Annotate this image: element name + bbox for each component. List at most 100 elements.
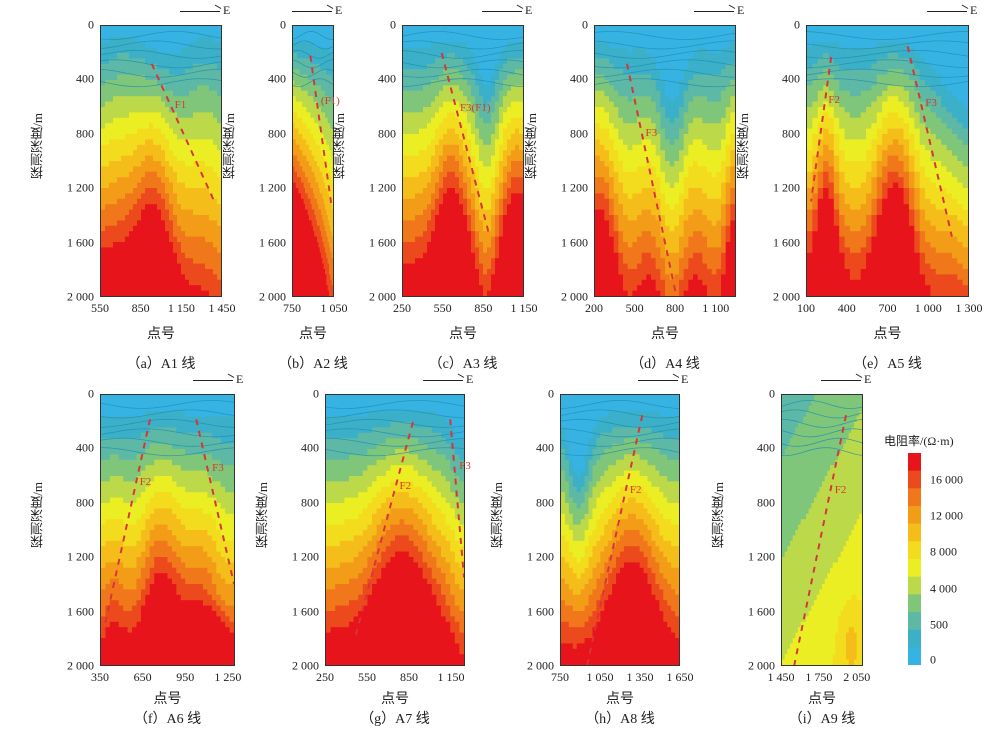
resistivity-cell: [204, 101, 210, 108]
resistivity-cell: [482, 74, 488, 81]
resistivity-cell: [604, 58, 610, 65]
resistivity-cell: [515, 209, 520, 216]
resistivity-cell: [431, 85, 436, 92]
resistivity-cell: [201, 128, 206, 135]
resistivity-cell: [209, 47, 214, 54]
resistivity-cell: [177, 47, 182, 54]
resistivity-cell: [315, 220, 318, 227]
resistivity-cell: [204, 231, 210, 238]
resistivity-cell: [180, 134, 186, 140]
resistivity-cell: [660, 74, 666, 81]
resistivity-cell: [319, 225, 322, 232]
resistivity-cell: [318, 193, 321, 200]
resistivity-cell: [475, 69, 480, 76]
resistivity-cell: [325, 236, 327, 243]
resistivity-cell: [120, 269, 126, 275]
resistivity-cell: [330, 117, 333, 124]
resistivity-cell: [204, 193, 210, 200]
resistivity-cell: [331, 155, 333, 162]
resistivity-cell: [427, 193, 432, 200]
resistivity-cell: [108, 53, 114, 59]
resistivity-cell: [173, 96, 178, 103]
resistivity-cell: [168, 63, 174, 70]
resistivity-cell: [177, 290, 182, 296]
resistivity-cell: [455, 144, 460, 151]
resistivity-cell: [117, 279, 122, 286]
resistivity-cell: [323, 171, 326, 178]
resistivity-cell: [299, 53, 302, 59]
resistivity-cell: [646, 69, 652, 76]
resistivity-cell: [173, 47, 178, 54]
resistivity-cell: [458, 274, 464, 281]
resistivity-cell: [311, 263, 314, 270]
resistivity-cell: [216, 193, 221, 200]
resistivity-cell: [446, 63, 452, 70]
resistivity-cell: [216, 42, 221, 49]
resistivity-cell: [161, 80, 166, 86]
resistivity-cell: [427, 209, 432, 216]
resistivity-cell: [331, 150, 333, 157]
resistivity-cell: [419, 58, 424, 65]
resistivity-cell: [141, 90, 146, 97]
resistivity-cell: [305, 274, 307, 281]
resistivity-cell: [149, 285, 154, 292]
resistivity-cell: [101, 220, 106, 227]
resistivity-cell: [491, 242, 496, 248]
resistivity-cell: [117, 63, 122, 70]
resistivity-cell: [487, 150, 492, 157]
resistivity-cell: [153, 225, 158, 232]
resistivity-cell: [651, 90, 657, 97]
resistivity-cell: [415, 225, 420, 232]
resistivity-cell: [165, 279, 170, 286]
resistivity-cell: [329, 58, 331, 65]
resistivity-cell: [439, 274, 444, 281]
resistivity-cell: [189, 263, 194, 270]
resistivity-cell: [318, 96, 321, 103]
resistivity-cell: [293, 134, 295, 140]
resistivity-cell: [216, 258, 221, 265]
resistivity-cell: [463, 161, 468, 167]
resistivity-cell: [655, 36, 661, 43]
resistivity-cell: [108, 112, 114, 119]
resistivity-cell: [293, 231, 295, 238]
resistivity-cell: [321, 242, 323, 248]
resistivity-cell: [305, 290, 307, 296]
resistivity-cell: [297, 231, 299, 238]
resistivity-cell: [331, 166, 333, 173]
resistivity-cell: [299, 58, 302, 65]
x-tick-label: 850: [474, 301, 493, 315]
resistivity-cell: [113, 204, 118, 211]
resistivity-cell: [599, 31, 605, 38]
resistivity-cell: [446, 274, 452, 281]
resistivity-cell: [144, 231, 150, 238]
resistivity-cell: [301, 242, 303, 248]
resistivity-cell: [313, 69, 315, 76]
resistivity-cell: [434, 236, 440, 243]
resistivity-cell: [419, 252, 424, 259]
resistivity-cell: [125, 96, 130, 103]
resistivity-cell: [470, 123, 476, 130]
resistivity-cell: [177, 171, 182, 178]
resistivity-cell: [665, 42, 671, 49]
resistivity-cell: [311, 112, 314, 119]
resistivity-cell: [113, 171, 118, 178]
resistivity-cell: [446, 69, 452, 76]
resistivity-cell: [506, 63, 512, 70]
resistivity-cell: [315, 274, 318, 281]
resistivity-cell: [688, 31, 694, 38]
resistivity-cell: [494, 134, 500, 140]
resistivity-cell: [298, 42, 301, 49]
resistivity-cell: [132, 74, 138, 81]
resistivity-cell: [329, 69, 331, 76]
resistivity-cell: [323, 26, 326, 32]
resistivity-cell: [646, 63, 652, 70]
resistivity-cell: [129, 42, 134, 49]
resistivity-cell: [494, 263, 500, 270]
resistivity-cell: [149, 204, 154, 211]
resistivity-cell: [455, 47, 460, 54]
resistivity-cell: [311, 204, 314, 211]
resistivity-cell: [299, 144, 302, 151]
resistivity-cell: [518, 128, 523, 135]
resistivity-cell: [161, 161, 166, 167]
resistivity-cell: [326, 128, 329, 135]
